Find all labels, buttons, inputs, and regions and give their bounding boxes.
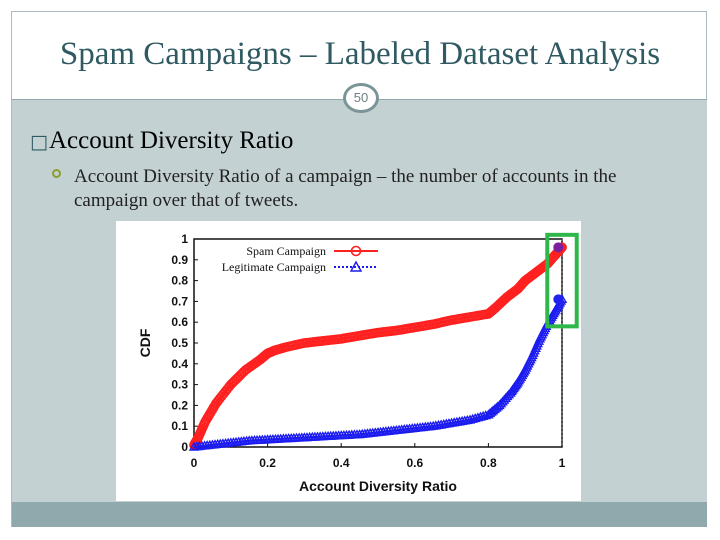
x-tick-label: 0.4 (333, 456, 350, 470)
page-number-badge: 50 (343, 83, 379, 113)
y-tick-label: 0 (181, 440, 188, 454)
bullet-heading: □Account Diversity Ratio (30, 127, 293, 155)
y-tick-label: 0.4 (171, 357, 188, 371)
slide-title: Spam Campaigns – Labeled Dataset Analysi… (59, 36, 661, 72)
x-axis-label: Account Diversity Ratio (299, 478, 457, 494)
y-axis-label: CDF (137, 328, 153, 357)
x-tick-label: 1 (559, 456, 566, 470)
x-tick-label: 0 (191, 456, 198, 470)
highlight-box (545, 232, 579, 329)
legend-label-legitimate: Legitimate Campaign (222, 260, 326, 274)
y-tick-label: 0.9 (171, 253, 188, 267)
y-tick-label: 1 (181, 232, 188, 246)
spam-end-dot (553, 242, 564, 253)
bullet-glyph-icon: □ (30, 131, 48, 153)
y-tick-label: 0.2 (171, 398, 188, 412)
y-tick-label: 0.1 (171, 419, 188, 433)
series-line-spam (193, 246, 563, 446)
footer-band (12, 502, 707, 527)
legit-end-dot (553, 294, 564, 305)
x-tick-label: 0.6 (406, 456, 423, 470)
legend-label-spam: Spam Campaign (246, 244, 326, 258)
cdf-chart-svg: 0 0.1 0.2 0.3 0.4 0.5 0.6 0.7 0.8 0.9 1 0 0.2 0.4 0.6 0… (137, 232, 579, 494)
legitimate-point (491, 402, 502, 412)
sub-bullet-text: Account Diversity Ratio of a campaign – … (74, 166, 617, 211)
x-tick-label: 0.8 (480, 456, 497, 470)
x-tick-label: 0.2 (259, 456, 276, 470)
sub-bullet-ring-icon (52, 169, 61, 178)
bullet-heading-text: Account Diversity Ratio (48, 127, 294, 154)
y-tick-label: 0.7 (171, 294, 188, 308)
y-tick-label: 0.6 (171, 315, 188, 329)
y-tick-label: 0.5 (171, 336, 188, 350)
y-tick-label: 0.3 (171, 378, 188, 392)
legend-marker-circle (350, 245, 362, 257)
y-tick-label: 0.8 (171, 274, 188, 288)
legend-marker-triangle (349, 260, 363, 272)
cdf-chart: 0 0.1 0.2 0.3 0.4 0.5 0.6 0.7 0.8 0.9 1 0 0.2 0.4 0.6 0… (116, 221, 581, 501)
